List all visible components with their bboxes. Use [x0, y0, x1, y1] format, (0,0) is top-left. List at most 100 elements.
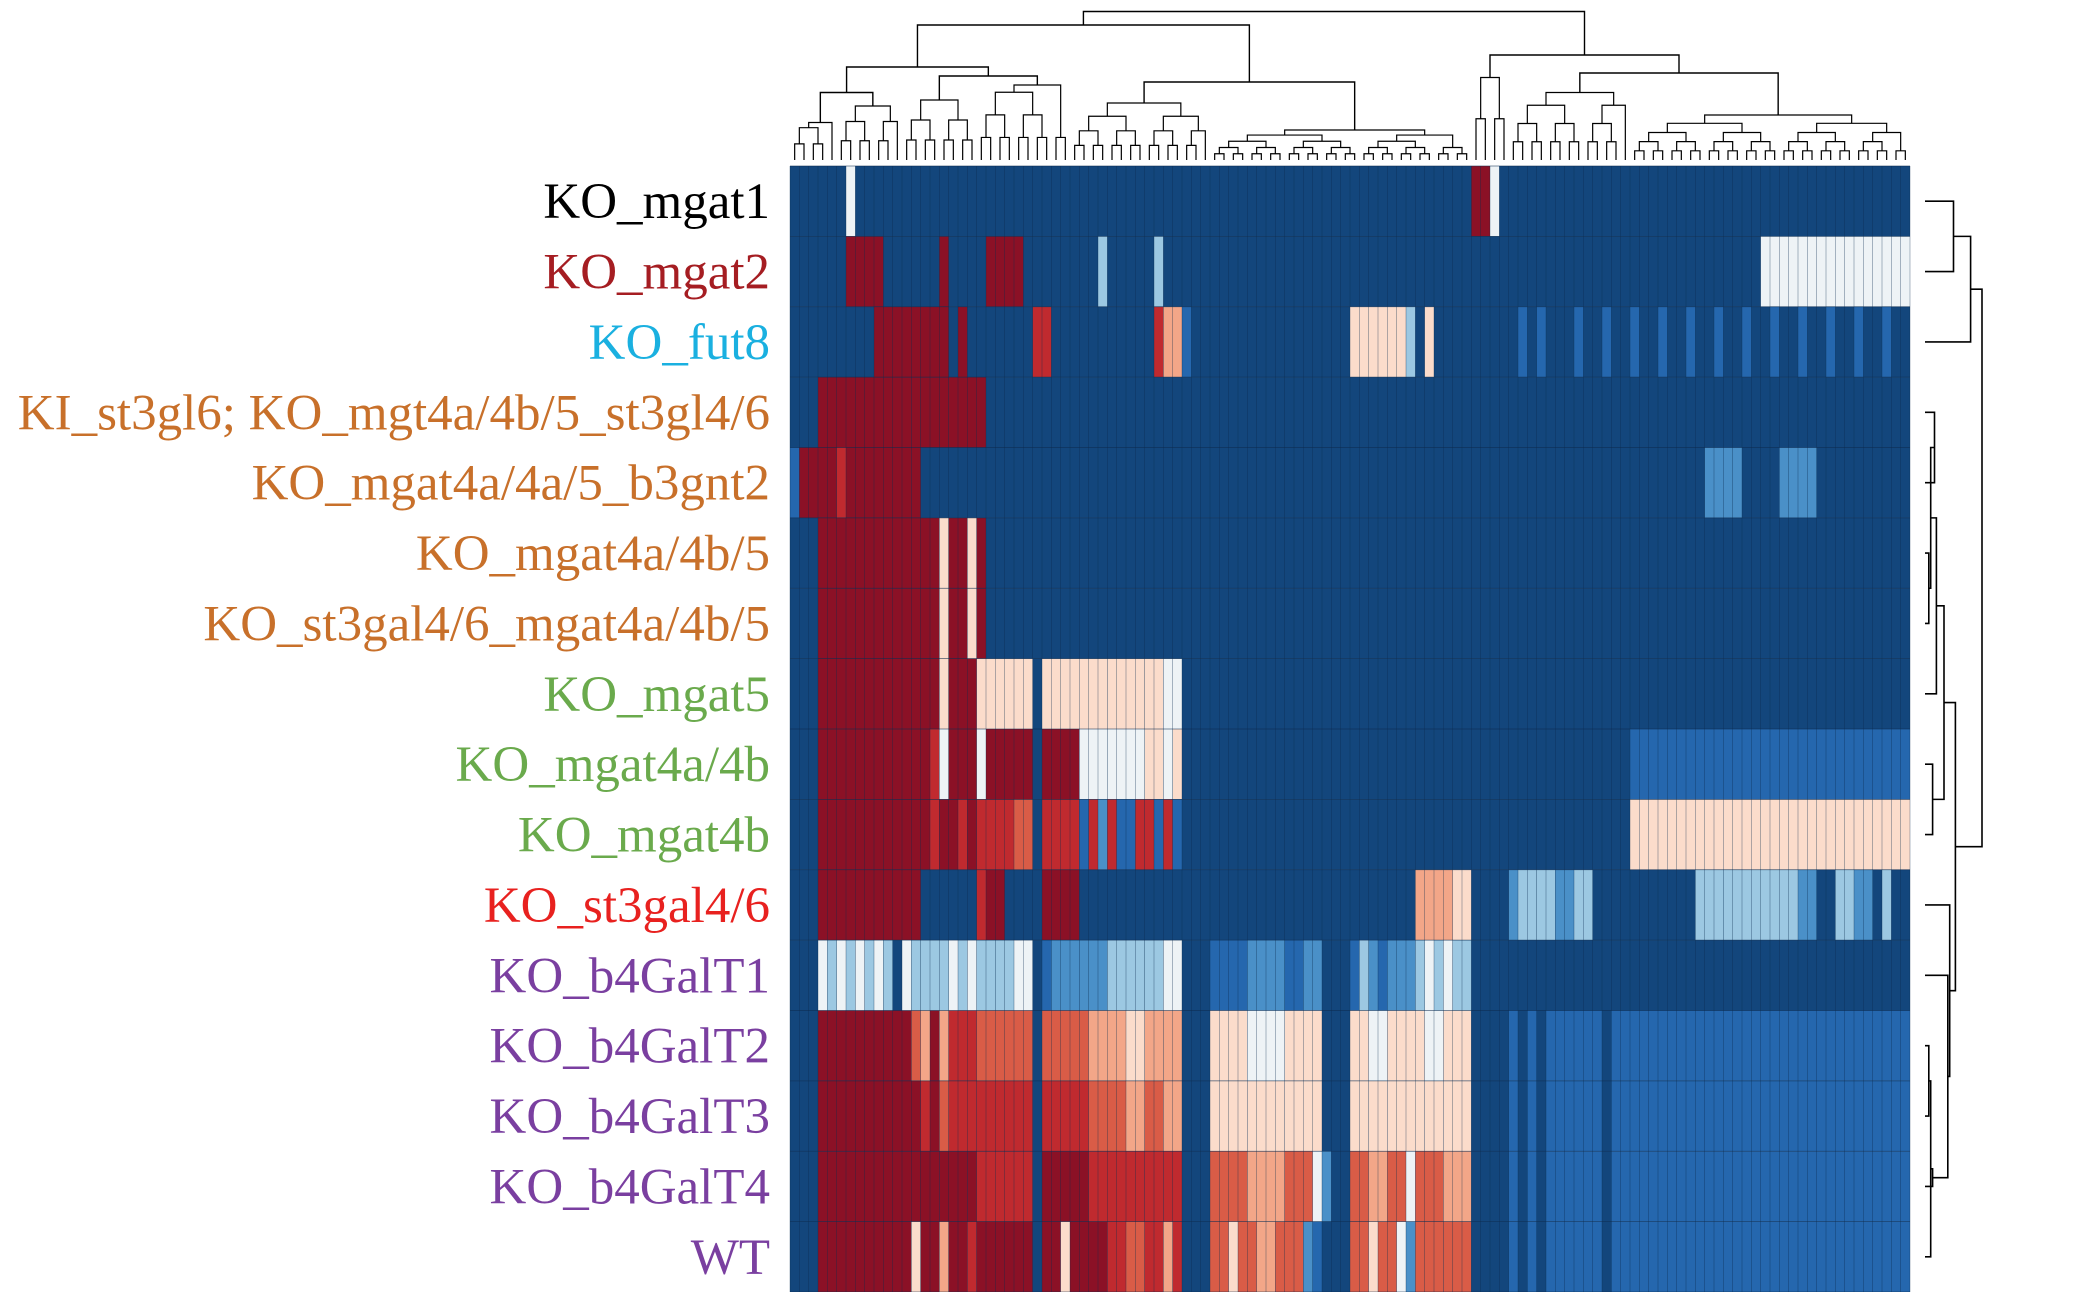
column-dendrogram-link: [1746, 150, 1757, 160]
heatmap-cell: [1415, 1151, 1444, 1222]
heatmap-cell: [1770, 306, 1780, 378]
heatmap-cell: [976, 588, 986, 659]
heatmap-cell: [1042, 1010, 1089, 1081]
column-dendrogram-link: [1116, 130, 1136, 146]
column-dendrogram-link: [882, 120, 898, 160]
column-dendrogram-link: [1078, 130, 1099, 146]
column-dendrogram-link: [1419, 153, 1430, 160]
column-dendrogram-link: [1293, 146, 1314, 154]
heatmap-cell: [1172, 1221, 1182, 1292]
column-dendrogram-link: [1839, 150, 1850, 160]
column-dendrogram-link: [1606, 141, 1617, 160]
column-dendrogram-link: [1876, 150, 1888, 160]
heatmap-cell: [1163, 729, 1173, 800]
heatmap-cell: [1135, 799, 1145, 870]
heatmap-cell: [846, 166, 856, 237]
column-dendrogram-link: [1251, 153, 1262, 160]
row-label: KO_mgat4b: [518, 808, 770, 864]
column-dendrogram-link: [943, 139, 954, 160]
heatmap-cell: [1322, 1080, 1350, 1152]
heatmap-cell: [1518, 1080, 1528, 1152]
row-label: KO_mgat5: [543, 667, 770, 723]
heatmap-cell: [920, 1080, 930, 1152]
column-dendrogram-link: [1690, 150, 1701, 160]
heatmap-cell: [1602, 1151, 1612, 1222]
heatmap-cell: [976, 517, 986, 589]
column-dendrogram-link: [1405, 146, 1426, 154]
column-dendrogram-link: [1601, 104, 1626, 160]
heatmap-cell: [1536, 1010, 1546, 1081]
heatmap-cell: [948, 658, 977, 729]
heatmap-cell: [1107, 799, 1117, 870]
column-dendrogram-link: [1307, 153, 1318, 160]
heatmap-cell: [920, 1010, 930, 1081]
column-dendrogram-link: [1708, 150, 1720, 160]
heatmap-cell: [1060, 1221, 1070, 1292]
heatmap-cell: [1182, 306, 1192, 378]
heatmap-cell: [818, 1080, 921, 1152]
heatmap-cell: [1658, 306, 1668, 378]
heatmap-cell: [790, 1151, 818, 1222]
heatmap-cell: [920, 377, 930, 448]
column-dendrogram-link: [1190, 130, 1206, 160]
heatmap-cell: [986, 729, 1033, 800]
column-dendrogram-link: [1797, 131, 1836, 142]
column-dendrogram-link: [916, 24, 1251, 82]
heatmap-cell: [1443, 1010, 1472, 1081]
heatmap-cell: [1536, 1080, 1546, 1152]
heatmap-cell: [930, 1080, 940, 1152]
row-label: KO_st3gal4/6: [484, 878, 770, 934]
heatmap-cell: [967, 588, 977, 659]
column-dendrogram-link: [845, 66, 990, 93]
row-label: KO_b4GalT3: [490, 1089, 770, 1145]
heatmap-cell: [948, 1010, 977, 1081]
column-dendrogram-link: [1232, 153, 1244, 160]
column-dendrogram-link: [1036, 136, 1048, 160]
heatmap-cell: [1284, 1151, 1313, 1222]
column-dendrogram-link: [1130, 144, 1141, 160]
column-dendrogram-link: [1442, 146, 1463, 154]
heatmap-cell: [1032, 1080, 1042, 1152]
heatmap-cell: [836, 447, 846, 518]
heatmap-cell: [1368, 940, 1378, 1011]
heatmap-cell: [1303, 1221, 1313, 1292]
heatmap-cell: [939, 236, 949, 307]
column-dendrogram-link: [1344, 153, 1356, 160]
column-dendrogram-link: [1783, 150, 1794, 160]
heatmap-cell: [939, 729, 949, 800]
column-dendrogram-link: [1256, 146, 1276, 154]
column-dendrogram-link: [1568, 141, 1580, 160]
column-dendrogram-link: [980, 136, 992, 160]
column-dendrogram-link: [1400, 153, 1412, 160]
heatmap-cell: [864, 940, 874, 1011]
column-dendrogram-link: [1713, 141, 1734, 151]
column-dendrogram-link: [1302, 140, 1342, 148]
column-dendrogram-link: [1704, 114, 1853, 124]
heatmap-cell: [939, 517, 949, 589]
heatmap-cell: [976, 729, 986, 800]
column-dendrogram-link: [1162, 115, 1199, 131]
heatmap-cell: [1518, 1010, 1528, 1081]
column-dendrogram-link: [840, 140, 852, 160]
column-dendrogram-link: [1214, 153, 1225, 160]
heatmap-cell: [1434, 940, 1444, 1011]
column-dendrogram-link: [938, 75, 1039, 100]
row-label: KO_mgat4a/4b: [456, 737, 770, 793]
column-dendrogram-link: [1022, 114, 1043, 138]
heatmap-cell: [1144, 799, 1154, 870]
heatmap-cell: [1443, 940, 1453, 1011]
heatmap-cell: [1350, 940, 1360, 1011]
column-dendrogram-link: [1579, 72, 1779, 115]
heatmap-cell: [1172, 799, 1182, 870]
column-dendrogram-link: [1722, 131, 1762, 142]
column-dendrogram-link: [1456, 153, 1468, 160]
column-dendrogram-link: [794, 143, 805, 160]
column-dendrogram-link: [1648, 131, 1687, 142]
heatmap-cell: [967, 799, 977, 870]
heatmap-cell: [1312, 1151, 1322, 1222]
heatmap-cell: [1042, 940, 1052, 1011]
column-dendrogram-link: [1018, 136, 1029, 160]
heatmap-cell: [790, 1221, 818, 1292]
heatmap-cell: [1163, 799, 1173, 870]
heatmap-cell: [967, 517, 977, 589]
